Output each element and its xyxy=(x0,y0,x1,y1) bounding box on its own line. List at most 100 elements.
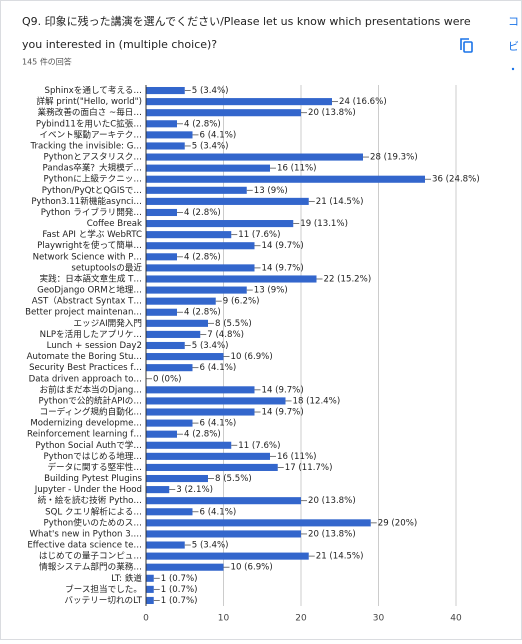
value-label: 5 (3.4%) xyxy=(192,86,229,96)
category-label: Jupyter - Under the Hood xyxy=(34,485,142,495)
copy-icon[interactable] xyxy=(460,38,473,53)
bar xyxy=(146,353,224,361)
value-label: 28 (19.3%) xyxy=(370,153,418,163)
category-label: Pybind11を用いたC拡張… xyxy=(36,117,142,129)
bar xyxy=(146,541,185,549)
category-label: Pythonで公的統計APIの… xyxy=(38,394,142,406)
chart-title-line: you interested in (multiple choice)? xyxy=(22,38,217,51)
category-label: Lunch + session Day2 xyxy=(47,341,142,351)
value-label: 6 (4.1%) xyxy=(200,130,237,140)
x-tick-label: 30 xyxy=(373,614,385,624)
category-label: Better project maintenan… xyxy=(25,308,142,318)
value-label: 14 (9.7%) xyxy=(262,263,304,273)
value-label: 0 (0%) xyxy=(153,374,182,384)
bar xyxy=(146,386,255,394)
bar xyxy=(146,142,185,150)
value-label: 1 (0.7%) xyxy=(161,585,198,595)
category-label: Network Science with P… xyxy=(33,252,142,262)
bar xyxy=(146,220,294,228)
bar xyxy=(146,419,193,427)
category-label: What's new in Python 3.… xyxy=(29,529,142,539)
bar xyxy=(146,197,309,205)
category-label: 実践：日本語文章生成 T… xyxy=(39,272,142,284)
bar xyxy=(146,596,154,605)
bar xyxy=(146,164,270,172)
bar xyxy=(146,253,177,261)
category-label: Python ライブラリ開発… xyxy=(41,206,142,218)
value-label: 16 (11%) xyxy=(277,164,316,174)
bar xyxy=(146,297,216,305)
bar xyxy=(146,574,154,582)
category-label: 業務改善の面白さ ~毎日… xyxy=(38,106,142,118)
bar xyxy=(146,330,201,338)
bar xyxy=(146,275,317,283)
category-label: Python Social Authで学… xyxy=(35,439,142,451)
value-label: 36 (24.8%) xyxy=(432,175,480,185)
bar xyxy=(146,585,154,593)
x-tick-label: 20 xyxy=(295,614,307,624)
value-label: 6 (4.1%) xyxy=(200,419,237,429)
category-label: Playwrightを使って簡単… xyxy=(37,239,142,251)
category-label: Building Pytest Plugins xyxy=(44,474,142,484)
value-label: 8 (5.5%) xyxy=(215,319,252,329)
value-label: 14 (9.7%) xyxy=(262,241,304,251)
category-label: Python/PyQtとQGISで… xyxy=(42,185,142,196)
bar xyxy=(146,264,255,272)
bar xyxy=(146,341,185,350)
chart-title-line: Q9. 印象に残った講演を選んでください/Please let us know … xyxy=(22,14,471,28)
category-label: AST（Abstract Syntax T… xyxy=(32,296,142,307)
category-label: コーディング規約自動化… xyxy=(39,406,142,418)
value-label: 21 (14.5%) xyxy=(316,197,364,207)
bar xyxy=(146,452,270,460)
more-icon[interactable] xyxy=(511,67,515,71)
value-label: 29 (20%) xyxy=(378,518,417,528)
bar xyxy=(146,430,177,438)
bar xyxy=(146,463,278,471)
value-label: 5 (3.4%) xyxy=(192,541,229,551)
value-label: 10 (6.9%) xyxy=(231,352,273,362)
bar xyxy=(146,508,193,516)
bar xyxy=(146,120,177,128)
bar xyxy=(146,242,255,250)
value-label: 13 (9%) xyxy=(254,186,288,196)
value-label: 4 (2.8%) xyxy=(184,208,221,218)
category-label: はじめての量子コンピュ… xyxy=(39,551,142,562)
value-label: 4 (2.8%) xyxy=(184,119,221,129)
category-label: Fast API と学ぶ WebRTC xyxy=(42,228,142,240)
category-label: Python3.11新機能asynci… xyxy=(31,195,142,207)
category-label: 情報システム部門の業務… xyxy=(39,561,142,573)
value-label: 6 (4.1%) xyxy=(200,363,237,373)
value-label: 17 (11.7%) xyxy=(285,463,333,473)
value-label: 19 (13.1%) xyxy=(300,219,348,229)
value-label: 13 (9%) xyxy=(254,286,288,296)
bar xyxy=(146,319,208,327)
value-label: 3 (2.1%) xyxy=(176,485,213,495)
value-label: 16 (11%) xyxy=(277,452,316,462)
bar xyxy=(146,530,301,538)
value-label: 20 (13.8%) xyxy=(308,529,356,539)
side-text: コ xyxy=(508,15,519,28)
category-label: 詳解 print("Hello, world") xyxy=(36,95,142,107)
value-label: 21 (14.5%) xyxy=(316,552,364,562)
category-label: お前はまだ本当のDjang… xyxy=(39,383,142,395)
bar xyxy=(146,175,425,183)
bar xyxy=(146,98,332,106)
bar xyxy=(146,231,232,239)
category-label: Pythonに上級テクニッ… xyxy=(43,173,142,185)
value-label: 5 (3.4%) xyxy=(192,141,229,151)
bar xyxy=(146,109,301,117)
bar xyxy=(146,552,309,560)
bar xyxy=(146,519,371,527)
category-label: データに関する堅牢性… xyxy=(47,461,142,473)
bar xyxy=(146,208,177,217)
side-text: ビ xyxy=(508,40,519,53)
value-label: 20 (13.8%) xyxy=(308,108,356,118)
category-label: Effective data science te… xyxy=(27,541,142,551)
value-label: 4 (2.8%) xyxy=(184,430,221,440)
value-label: 4 (2.8%) xyxy=(184,252,221,262)
bar xyxy=(146,408,255,416)
category-label: Data driven approach to… xyxy=(29,374,142,384)
category-label: Pandas卒業？大規模デ… xyxy=(43,162,142,174)
category-label: Automate the Boring Stu… xyxy=(27,352,142,362)
category-label: Sphinxを通して考える… xyxy=(44,85,142,96)
